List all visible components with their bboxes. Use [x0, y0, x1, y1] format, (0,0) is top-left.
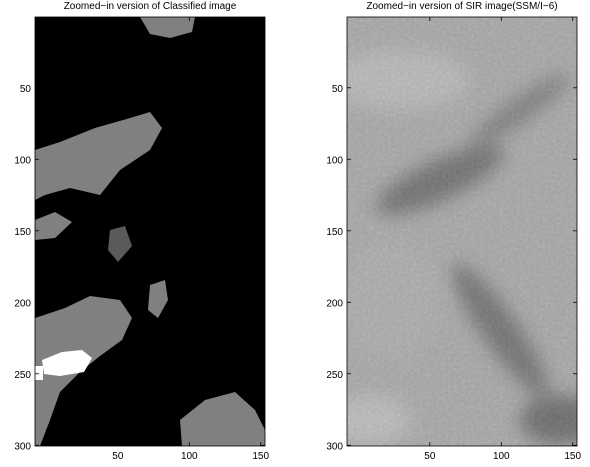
- x-tick-label: 100: [181, 451, 198, 462]
- y-tick-label: 150: [326, 227, 343, 238]
- y-tick-label: 50: [20, 84, 32, 95]
- axes-frame: [346, 16, 578, 447]
- chart-title: Zoomed−in version of Classified image: [64, 1, 237, 12]
- chart-title: Zoomed−in version of SIR image(SSM/I−6): [366, 1, 557, 12]
- y-tick-label: 150: [14, 227, 31, 238]
- y-tick-label: 250: [326, 370, 343, 381]
- y-tick-label: 200: [14, 298, 31, 309]
- axes-frame: [34, 16, 266, 447]
- x-tick-label: 50: [424, 451, 436, 462]
- y-tick-label: 100: [14, 155, 31, 166]
- classified-image: [35, 17, 265, 446]
- y-tick-label: 50: [332, 84, 344, 95]
- x-tick-label: 50: [112, 451, 124, 462]
- y-tick-label: 300: [326, 441, 343, 452]
- y-tick-label: 250: [14, 370, 31, 381]
- y-tick-label: 300: [14, 441, 31, 452]
- y-tick-label: 100: [326, 155, 343, 166]
- x-tick-label: 150: [564, 451, 581, 462]
- x-tick-label: 150: [252, 451, 269, 462]
- y-tick-label: 200: [326, 298, 343, 309]
- x-tick-label: 100: [493, 451, 510, 462]
- sir-image: [347, 17, 577, 446]
